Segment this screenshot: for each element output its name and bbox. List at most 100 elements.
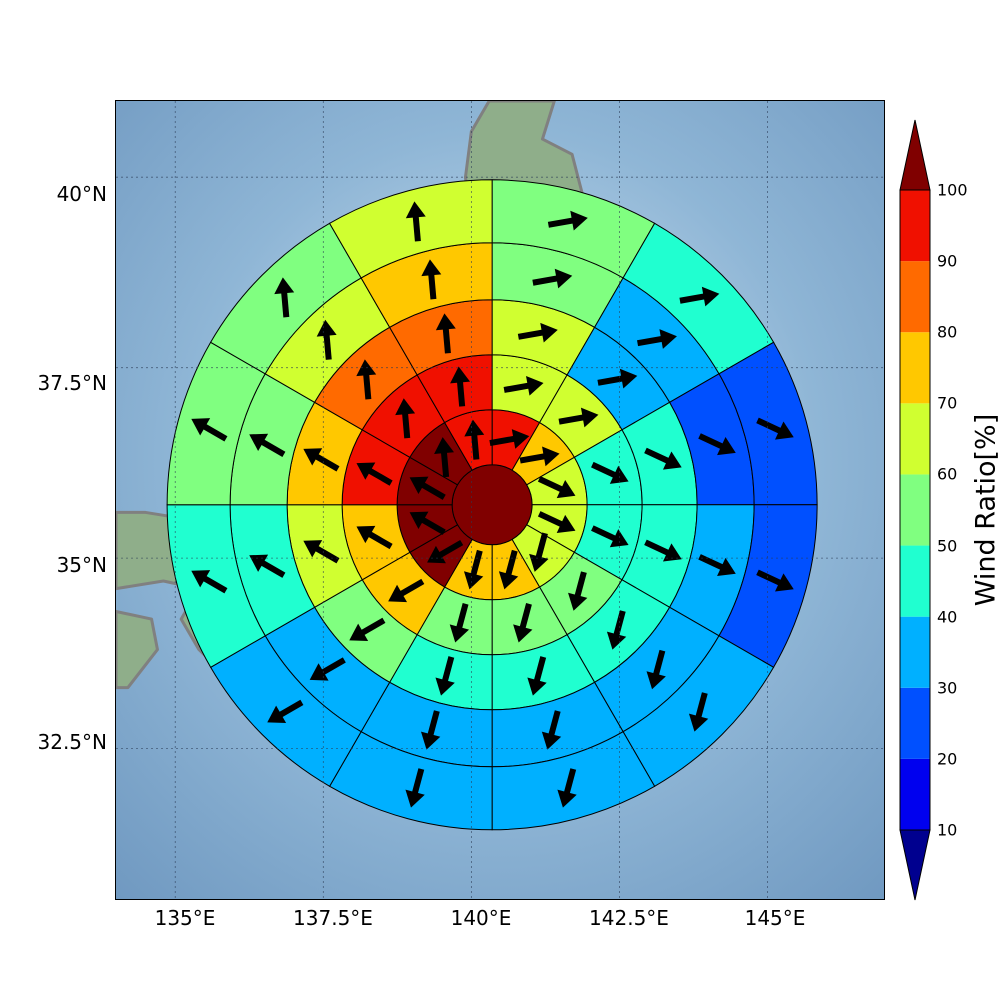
wind-arrow-shaft xyxy=(695,692,708,719)
wind-arrow-head xyxy=(775,573,794,592)
wind-arrow-head xyxy=(619,368,638,389)
map-panel xyxy=(115,100,885,900)
wind-arrow-shaft xyxy=(637,335,664,347)
wind-arrow-head xyxy=(349,623,369,641)
wind-arrow-shaft xyxy=(442,327,451,354)
wind-arrow-shaft xyxy=(548,710,561,737)
x-tick-label: 140°E xyxy=(450,906,512,930)
wind-arrow-head xyxy=(513,624,533,643)
graticule xyxy=(116,101,884,899)
wind-arrow-head xyxy=(554,268,573,289)
wind-arrow-shaft xyxy=(537,476,565,493)
colorbar xyxy=(899,119,931,901)
y-tick-label: 35°N xyxy=(56,553,107,577)
wind-arrow-head xyxy=(541,731,562,750)
colorbar-tick-label: 10 xyxy=(937,820,958,840)
wind-arrow-shaft xyxy=(532,275,559,286)
wind-arrow-head xyxy=(405,789,425,808)
y-tick-label: 32.5°N xyxy=(37,730,108,754)
wind-arrow-shaft xyxy=(591,525,618,542)
wind-arrow-shaft xyxy=(259,438,286,457)
wind-arrow-shaft xyxy=(489,435,517,447)
wind-arrow-shaft xyxy=(652,649,666,677)
wind-arrow-shaft xyxy=(471,433,480,460)
y-tick-label: 40°N xyxy=(56,182,107,206)
colorbar-tick-label: 40 xyxy=(937,607,958,627)
wind-arrow-head xyxy=(775,421,794,440)
wind-arrow-shaft xyxy=(698,433,725,450)
wind-arrow-head xyxy=(435,313,456,331)
land-shikoku xyxy=(116,609,159,690)
wind-arrow-shaft xyxy=(440,450,450,478)
wind-arrow-head xyxy=(409,476,429,494)
wind-arrow-head xyxy=(450,366,471,384)
wind-arrow-shaft xyxy=(698,554,725,571)
wind-arrow-shaft xyxy=(420,481,446,500)
wind-arrow-head xyxy=(356,462,376,480)
wind-arrow-shaft xyxy=(441,656,455,683)
wind-arrow-head xyxy=(464,419,485,437)
wind-arrow-shaft xyxy=(537,511,565,528)
colorbar-segment xyxy=(900,474,930,546)
wind-arrow-shaft xyxy=(398,578,425,598)
wind-arrow-shaft xyxy=(363,373,372,400)
wind-arrow-shaft xyxy=(756,569,783,587)
wind-arrow-shaft xyxy=(505,549,518,577)
wind-arrow-head xyxy=(556,479,576,499)
wind-arrow-head xyxy=(421,259,442,277)
colorbar-segment xyxy=(900,190,930,262)
wind-arrow-head xyxy=(662,543,682,562)
wind-arrow-head xyxy=(449,624,470,643)
wind-arrow-shaft xyxy=(201,575,228,594)
wind-arrow-head xyxy=(409,511,429,529)
wind-arrow-head xyxy=(427,545,446,564)
colorbar-tick-label: 80 xyxy=(937,322,958,342)
wind-arrow-shaft xyxy=(427,710,440,737)
wind-arrow-head xyxy=(717,437,736,456)
colorbar-extend-bottom xyxy=(899,829,931,901)
wind-arrow-shaft xyxy=(591,461,618,479)
wind-arrow-shaft xyxy=(313,453,340,472)
wind-arrow-head xyxy=(434,437,454,454)
wind-arrow-head xyxy=(701,286,720,307)
wind-arrow-head xyxy=(580,407,599,428)
colorbar-tick-label: 50 xyxy=(937,536,958,556)
wind-arrow-shaft xyxy=(756,417,783,435)
wind-ratio-cells xyxy=(166,179,818,831)
wind-arrow-head xyxy=(405,201,426,219)
wind-arrow-shaft xyxy=(201,423,228,442)
wind-arrow-head xyxy=(463,571,484,590)
wind-arrow-head xyxy=(646,671,666,690)
wind-arrow-shaft xyxy=(313,545,340,564)
wind-arrow-head xyxy=(191,570,211,588)
wind-arrow-head xyxy=(388,584,408,603)
wind-arrow-head xyxy=(498,571,519,590)
wind-arrow-head xyxy=(717,557,736,576)
wind-arrow-head xyxy=(435,677,455,696)
wind-arrow-head xyxy=(609,529,629,548)
wind-arrow-shaft xyxy=(517,329,545,340)
wind-arrow-shaft xyxy=(428,273,437,300)
wind-arrow-shaft xyxy=(644,539,671,557)
wind-arrow-shaft xyxy=(533,656,547,683)
colorbar-segment xyxy=(900,545,930,617)
wind-arrow-head xyxy=(570,210,588,231)
wind-arrow-head xyxy=(316,319,337,337)
wind-arrow-shaft xyxy=(277,699,304,718)
x-tick-label: 135°E xyxy=(154,906,216,930)
wind-arrow-head xyxy=(249,554,269,572)
wind-arrow-shaft xyxy=(281,291,290,318)
wind-arrow-head xyxy=(529,553,549,572)
wind-arrow-shaft xyxy=(320,657,346,676)
ring-cell xyxy=(328,179,493,279)
wind-arrow-shaft xyxy=(644,447,671,465)
colorbar-segment xyxy=(900,687,930,759)
wind-arrow-shaft xyxy=(437,539,464,559)
wind-arrow-head xyxy=(659,329,677,349)
wind-arrow-head xyxy=(526,375,544,396)
wind-arrow-head xyxy=(606,631,627,650)
wind-arrow-head xyxy=(395,398,416,416)
wind-arrow-shaft xyxy=(679,293,707,304)
wind-arrow-shaft xyxy=(574,571,587,599)
colorbar-tick-label: 60 xyxy=(937,464,958,484)
